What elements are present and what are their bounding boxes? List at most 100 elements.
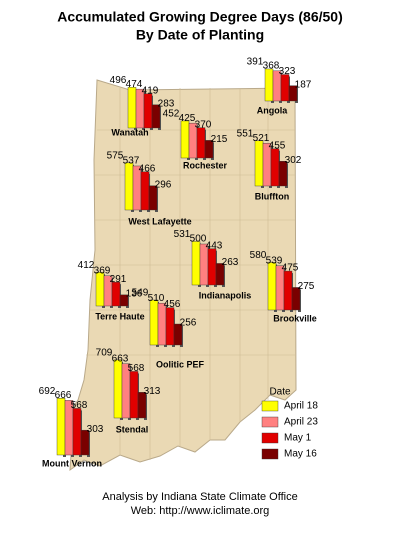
bar: [80, 429, 90, 456]
value-label: 510: [148, 293, 165, 304]
legend-label: April 23: [284, 417, 318, 428]
value-label: 575: [107, 150, 124, 161]
value-label: 496: [110, 75, 127, 86]
bar: [180, 120, 190, 159]
bar: [278, 161, 288, 187]
station-name: Indianapolis: [199, 290, 252, 300]
station-name: Rochester: [183, 160, 228, 170]
value-label: 466: [139, 163, 156, 174]
footer-line: Analysis by Indiana State Climate Office: [102, 491, 297, 503]
legend-swatch: [261, 416, 279, 428]
bar: [149, 299, 159, 346]
station-name: West Lafayette: [128, 216, 191, 226]
value-label: 475: [282, 263, 299, 274]
bar: [207, 248, 217, 286]
station-name: Stendal: [116, 424, 149, 434]
value-label: 443: [206, 240, 223, 251]
value-label: 455: [269, 140, 286, 151]
value-label: 521: [253, 133, 270, 144]
value-label: 370: [195, 119, 212, 130]
bar: [165, 307, 175, 346]
value-label: 136: [126, 288, 143, 299]
legend-title: Date: [269, 387, 291, 398]
bar: [291, 287, 301, 311]
bar: [95, 272, 105, 307]
value-label: 303: [87, 424, 104, 435]
value-label: 456: [164, 299, 181, 310]
footer-line: Web: http://www.iclimate.org: [131, 505, 270, 517]
value-label: 412: [78, 260, 95, 271]
bar: [113, 359, 123, 419]
legend-label: May 1: [284, 433, 312, 444]
value-label: 692: [39, 386, 56, 397]
bar: [264, 68, 274, 102]
station-name: Oolitic PEF: [156, 359, 205, 369]
value-label: 368: [263, 60, 280, 71]
value-label: 391: [247, 57, 264, 68]
value-label: 474: [126, 79, 143, 90]
value-label: 568: [128, 363, 145, 374]
station-name: Mount Vernon: [42, 458, 102, 468]
bar: [215, 263, 225, 286]
bar: [173, 323, 183, 346]
legend-label: May 16: [284, 449, 317, 460]
value-label: 302: [285, 155, 302, 166]
bar: [283, 270, 293, 311]
bar: [280, 74, 290, 102]
bar: [140, 171, 150, 211]
value-label: 539: [266, 255, 283, 266]
bar: [137, 392, 147, 419]
value-label: 425: [179, 113, 196, 124]
station-name: Terre Haute: [95, 311, 144, 321]
bar: [204, 140, 214, 159]
bar: [72, 408, 82, 456]
value-label: 275: [298, 281, 315, 292]
legend-label: April 18: [284, 401, 318, 412]
value-label: 537: [123, 156, 140, 167]
legend-swatch: [261, 448, 279, 460]
bar: [127, 87, 137, 129]
bar: [56, 398, 66, 456]
value-label: 256: [180, 318, 197, 329]
bar: [143, 93, 153, 129]
bar: [129, 371, 139, 419]
station-name: Brookville: [273, 313, 317, 323]
value-label: 568: [71, 400, 88, 411]
station-name: Bluffton: [255, 191, 289, 201]
bar: [196, 127, 206, 159]
value-label: 187: [295, 79, 312, 90]
value-label: 323: [279, 66, 296, 77]
value-label: 452: [163, 109, 180, 120]
value-label: 296: [155, 179, 172, 190]
value-label: 369: [94, 265, 111, 276]
value-label: 215: [211, 134, 228, 145]
legend-swatch: [261, 432, 279, 444]
bar: [124, 162, 134, 211]
legend-swatch: [261, 400, 279, 412]
title: Accumulated Growing Degree Days (86/50): [57, 9, 343, 25]
subtitle: By Date of Planting: [136, 27, 264, 43]
value-label: 549: [132, 288, 149, 299]
value-label: 313: [144, 386, 161, 397]
bar: [267, 262, 277, 311]
bar: [148, 185, 158, 211]
value-label: 291: [110, 274, 127, 285]
value-label: 500: [190, 234, 207, 245]
value-label: 666: [55, 390, 72, 401]
value-label: 531: [174, 229, 191, 240]
value-label: 663: [112, 353, 129, 364]
bar: [119, 294, 129, 307]
bar: [270, 148, 280, 187]
bar: [111, 281, 121, 307]
value-label: 283: [158, 98, 175, 109]
value-label: 580: [250, 250, 267, 261]
value-label: 551: [237, 128, 254, 139]
value-label: 709: [96, 348, 113, 359]
bar: [151, 104, 161, 129]
station-name: Angola: [257, 105, 288, 115]
bar: [288, 85, 298, 102]
station-name: Wanatah: [111, 127, 148, 137]
value-label: 419: [142, 85, 159, 96]
bar: [191, 241, 201, 286]
